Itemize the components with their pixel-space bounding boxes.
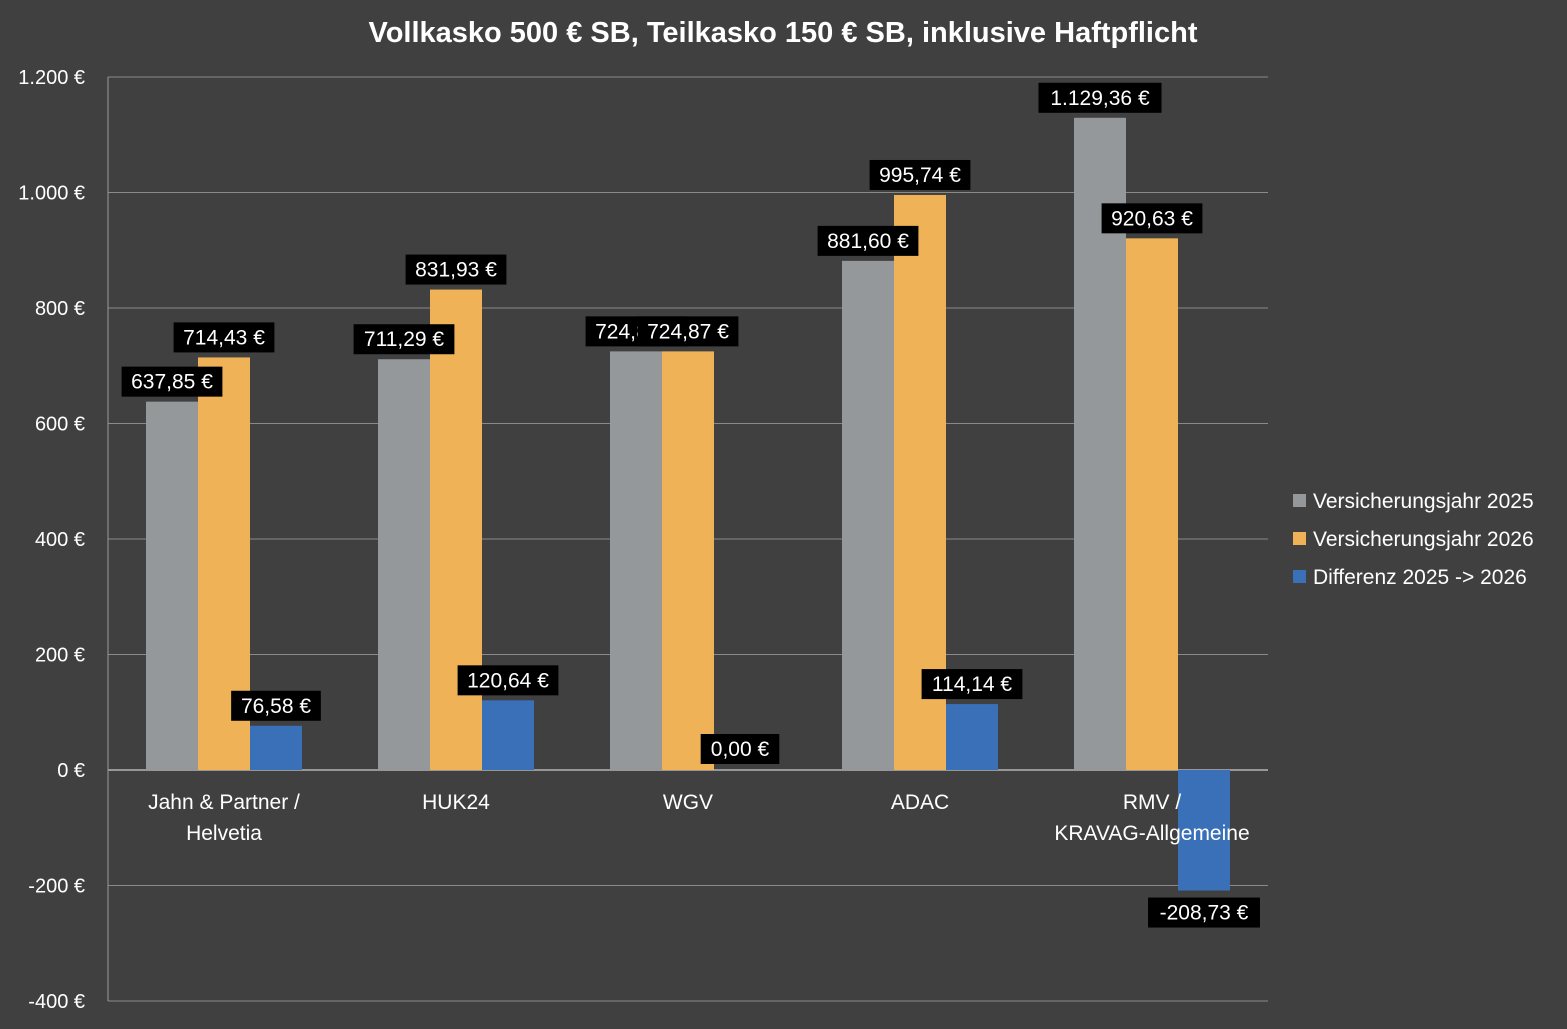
data-label: 995,74 € xyxy=(869,159,971,190)
y-tick-label: -200 € xyxy=(28,876,85,898)
data-label-text: 1.129,36 € xyxy=(1050,87,1150,110)
data-label-text: 637,85 € xyxy=(131,371,213,394)
data-label-text: 995,74 € xyxy=(879,164,961,187)
data-label-box xyxy=(231,690,321,721)
bar-2026 xyxy=(662,351,714,770)
data-label-text: 0,00 € xyxy=(711,738,770,761)
legend: Versicherungsjahr 2025 Versicherungsjahr … xyxy=(1293,490,1534,589)
bar-2025 xyxy=(378,359,430,770)
x-category-label: RMV / xyxy=(1123,791,1182,814)
data-label-box xyxy=(700,734,780,764)
bar-2026 xyxy=(430,289,482,770)
y-tick-label: 200 € xyxy=(35,645,85,667)
data-label-text: 120,64 € xyxy=(467,669,549,692)
y-tick-label: 600 € xyxy=(35,414,85,436)
bar-difference xyxy=(250,725,302,770)
bar-2025 xyxy=(146,401,198,770)
y-tick-label: 1.000 € xyxy=(18,183,85,205)
data-label-box xyxy=(457,665,559,696)
legend-swatch xyxy=(1293,494,1306,507)
y-axis-ticks: 1.200 € 1.000 € 800 € 600 € 400 € 200 € 0 € -20… xyxy=(18,67,85,1013)
data-label-box xyxy=(817,225,919,256)
data-label-text: 76,58 € xyxy=(241,695,311,718)
data-label-box xyxy=(173,322,275,353)
data-label-box xyxy=(921,669,1023,700)
x-category-label: Helvetia xyxy=(186,822,262,845)
bar-difference xyxy=(1178,770,1230,891)
legend-label: Versicherungsjahr 2026 xyxy=(1313,528,1534,551)
data-label-box xyxy=(869,159,971,190)
bar-difference xyxy=(946,704,998,770)
bar-2026 xyxy=(1126,238,1178,770)
legend-swatch xyxy=(1293,570,1306,583)
y-tick-label: 800 € xyxy=(35,298,85,320)
data-label-text: 881,60 € xyxy=(827,230,909,253)
data-label: 920,63 € xyxy=(1101,203,1203,234)
bars xyxy=(146,117,1230,891)
data-label: 1.129,36 € xyxy=(1038,82,1162,113)
x-category-label: WGV xyxy=(663,791,713,814)
data-label: 114,14 € xyxy=(921,669,1023,700)
data-label: -208,73 € xyxy=(1148,897,1260,928)
data-label-text: 920,63 € xyxy=(1111,207,1193,230)
data-label: 724,87 € xyxy=(637,316,739,347)
data-label-box xyxy=(1101,203,1203,234)
y-tick-label: -400 € xyxy=(28,991,85,1013)
data-labels: 637,85 € 714,43 € 76,58 € 711,29 € 831,93 € 1… xyxy=(121,82,1260,928)
x-category-label: ADAC xyxy=(891,791,949,814)
data-label: 0,00 € xyxy=(700,734,780,764)
bar-2025 xyxy=(610,351,662,770)
data-label-box xyxy=(1148,897,1260,928)
x-category-label: Jahn & Partner / xyxy=(148,791,300,814)
x-category-label: KRAVAG-Allgemeine xyxy=(1054,822,1249,845)
data-label-text: -208,73 € xyxy=(1160,902,1249,925)
legend-label: Differenz 2025 -> 2026 xyxy=(1313,566,1527,589)
data-label-text: 714,43 € xyxy=(183,326,265,349)
data-label: 76,58 € xyxy=(231,690,321,721)
data-label-text: 831,93 € xyxy=(415,259,497,282)
data-label: 881,60 € xyxy=(817,225,919,256)
data-label: 120,64 € xyxy=(457,665,559,696)
bar-2025 xyxy=(842,260,894,770)
y-tick-label: 1.200 € xyxy=(18,67,85,89)
bar-difference xyxy=(482,700,534,770)
data-label-box xyxy=(405,254,507,285)
data-label-box xyxy=(121,366,223,397)
data-label-box xyxy=(353,324,455,355)
y-tick-label: 0 € xyxy=(57,760,85,782)
data-label: 831,93 € xyxy=(405,254,507,285)
data-label-text: 711,29 € xyxy=(364,328,445,351)
data-label: 714,43 € xyxy=(173,322,275,353)
chart-title: Vollkasko 500 € SB, Teilkasko 150 € SB, … xyxy=(369,17,1198,49)
x-category-label: HUK24 xyxy=(422,791,490,814)
data-label: 711,29 € xyxy=(353,324,455,355)
x-axis-labels: Jahn & Partner / Helvetia HUK24 WGV ADAC RMV … xyxy=(148,791,1250,845)
data-label-box xyxy=(637,316,739,347)
data-label-box xyxy=(1038,82,1162,113)
data-label-text: 724,87 € xyxy=(647,320,729,343)
y-tick-label: 400 € xyxy=(35,529,85,551)
data-label-text: 114,14 € xyxy=(932,673,1013,696)
legend-swatch xyxy=(1293,532,1306,545)
data-label: 637,85 € xyxy=(121,366,223,397)
legend-label: Versicherungsjahr 2025 xyxy=(1313,490,1534,513)
